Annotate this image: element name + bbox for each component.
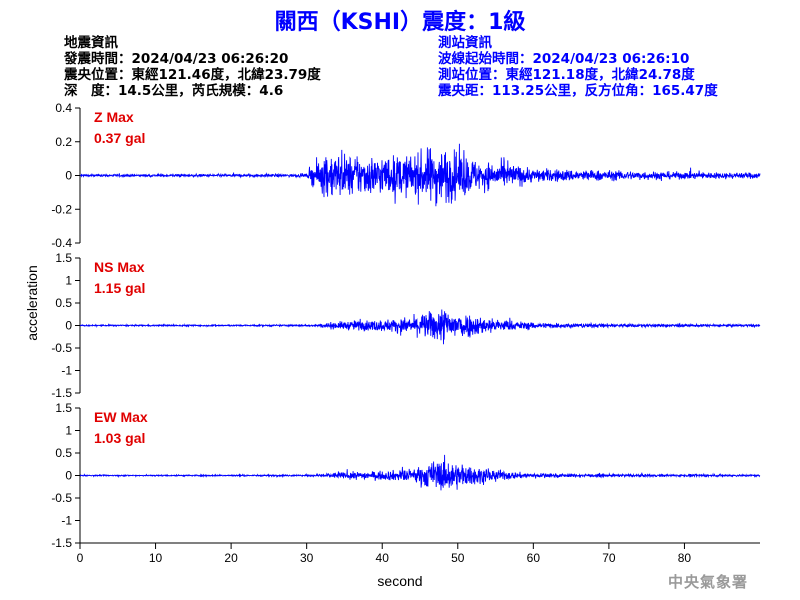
x-tick-label: 0 [77, 551, 84, 565]
y-tick-label-ew: 0 [65, 469, 72, 483]
x-tick-label: 70 [602, 551, 616, 565]
max-value-ns: 1.15 gal [94, 280, 145, 296]
y-tick-label-ew: -1.5 [51, 536, 72, 550]
x-tick-label: 10 [149, 551, 163, 565]
agency-footer: 中央氣象署 [667, 573, 748, 591]
max-label-ns: NS Max [94, 259, 145, 275]
x-tick-label: 50 [451, 551, 465, 565]
x-axis-label: second [377, 573, 422, 589]
y-tick-label-z: 0 [65, 169, 72, 183]
chart-title: 關西（KSHI）震度：1級 [274, 10, 526, 35]
x-tick-label: 40 [376, 551, 390, 565]
x-tick-label: 20 [224, 551, 238, 565]
y-tick-label-ns: -1.5 [51, 386, 72, 400]
y-tick-label-z: -0.4 [51, 236, 72, 250]
earthquake-info: 地震資訊 發震時間：2024/04/23 06:26:20 震央位置：東經121… [64, 35, 321, 99]
y-tick-label-z: -0.2 [51, 202, 72, 216]
max-value-ew: 1.03 gal [94, 430, 145, 446]
y-tick-label-ns: 1 [65, 274, 72, 288]
max-label-ew: EW Max [94, 409, 148, 425]
x-tick-label: 60 [527, 551, 541, 565]
waveform-ew [79, 454, 761, 491]
earthquake-info-heading: 地震資訊 [64, 35, 118, 51]
distance-azimuth: 震央距：113.25公里，反方位角：165.47度 [438, 83, 718, 99]
y-tick-label-ew: 1 [65, 424, 72, 438]
station-info-heading: 測站資訊 [438, 35, 492, 51]
epicenter-location: 震央位置：東經121.46度，北緯23.79度 [64, 67, 321, 83]
y-tick-label-z: 0.4 [55, 101, 72, 115]
y-tick-label-ew: 1.5 [55, 401, 72, 415]
max-value-z: 0.37 gal [94, 130, 145, 146]
y-tick-label-ew: -1 [61, 514, 72, 528]
max-label-z: Z Max [94, 109, 134, 125]
y-tick-label-ns: -0.5 [51, 341, 72, 355]
y-tick-label-ns: 0 [65, 319, 72, 333]
origin-time: 發震時間：2024/04/23 06:26:20 [64, 51, 289, 67]
y-axis-label: acceleration [24, 265, 40, 341]
waveform-z [79, 143, 761, 207]
y-tick-label-ns: 0.5 [55, 296, 72, 310]
waveform-ns [79, 309, 761, 345]
depth-magnitude: 深 度：14.5公里，芮氏規模：4.6 [64, 83, 284, 99]
y-tick-label-ew: -0.5 [51, 491, 72, 505]
station-location: 測站位置：東經121.18度，北緯24.78度 [438, 67, 695, 83]
x-tick-label: 80 [678, 551, 692, 565]
y-tick-label-ew: 0.5 [55, 446, 72, 460]
y-tick-label-ns: -1 [61, 364, 72, 378]
y-tick-label-ns: 1.5 [55, 251, 72, 265]
x-tick-label: 30 [300, 551, 314, 565]
wave-start-time: 波線起始時間：2024/04/23 06:26:10 [438, 51, 690, 67]
y-tick-label-z: 0.2 [55, 135, 72, 149]
station-info: 測站資訊 波線起始時間：2024/04/23 06:26:10 測站位置：東經1… [438, 35, 718, 99]
